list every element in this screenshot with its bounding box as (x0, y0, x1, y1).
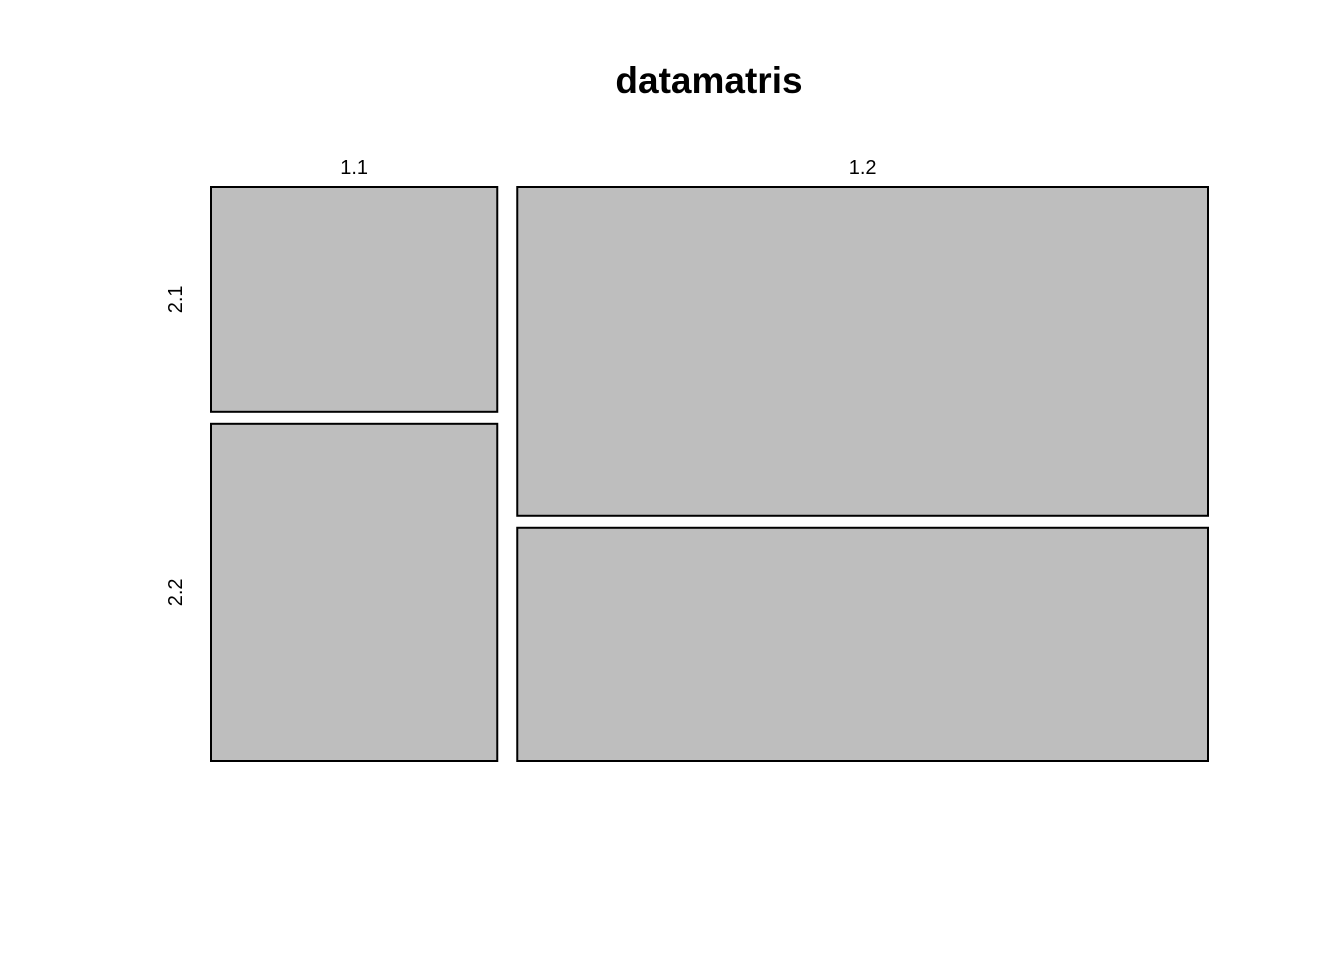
mosaic-tiles (210, 186, 1209, 763)
tile-1.1-2.2 (210, 422, 499, 762)
tile-1.1-2.1 (210, 186, 499, 413)
x-label-1.2: 1.2 (849, 157, 877, 179)
tile-1.2-2.1 (516, 186, 1209, 517)
tile-1.2-2.2 (516, 526, 1209, 763)
y-label-2.2: 2.2 (165, 578, 187, 606)
chart-title: datamatris (615, 60, 802, 101)
x-label-1.1: 1.1 (340, 157, 368, 179)
y-axis-labels: 2.1 2.2 (165, 285, 187, 606)
y-label-2.1: 2.1 (165, 285, 187, 313)
x-axis-labels: 1.1 1.2 (340, 157, 876, 179)
